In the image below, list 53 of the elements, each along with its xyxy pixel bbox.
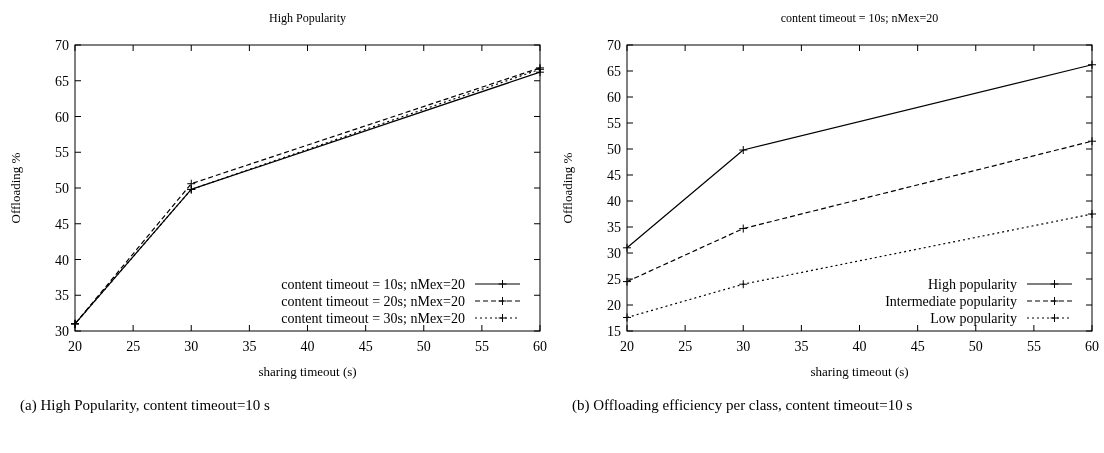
x-tick-label: 35 (794, 339, 809, 354)
legend-label: content timeout = 10s; nMex=20 (281, 277, 465, 292)
y-tick-label: 70 (55, 38, 69, 53)
y-tick-label: 15 (607, 324, 621, 339)
y-tick-label: 50 (607, 142, 621, 157)
y-tick-label: 30 (607, 246, 621, 261)
x-tick-label: 20 (68, 339, 82, 354)
legend-label: content timeout = 20s; nMex=20 (281, 294, 465, 309)
x-tick-label: 50 (416, 339, 431, 354)
legend-label: content timeout = 30s; nMex=20 (281, 311, 465, 326)
x-tick-label: 45 (910, 339, 925, 354)
y-tick-label: 70 (607, 38, 621, 53)
x-axis-title: sharing timeout (s) (810, 364, 909, 379)
y-tick-label: 40 (55, 252, 69, 268)
legend-label: High popularity (927, 277, 1017, 292)
y-tick-label: 20 (607, 298, 621, 313)
x-tick-label: 35 (242, 339, 257, 354)
y-axis-title: Offloading % (560, 152, 575, 224)
x-tick-label: 40 (300, 339, 315, 354)
x-tick-label: 60 (533, 339, 547, 354)
x-axis-title: sharing timeout (s) (258, 364, 357, 379)
x-tick-label: 60 (1085, 339, 1099, 354)
text: (b) Offloading efficiency per class, content timeout=10 s (572, 396, 914, 415)
legend-label: Intermediate popularity (885, 294, 1017, 309)
legend-label: Low popularity (930, 311, 1017, 326)
y-tick-label: 65 (55, 73, 69, 89)
y-axis-title: Offloading % (8, 152, 23, 224)
chart-title: High Popularity (269, 11, 346, 25)
y-tick-label: 45 (607, 168, 621, 183)
x-tick-label: 45 (358, 339, 373, 354)
x-tick-label: 30 (736, 339, 751, 354)
y-tick-label: 35 (55, 288, 69, 304)
x-tick-label: 25 (678, 339, 693, 354)
chart-title: content timeout = 10s; nMex=20 (780, 11, 939, 25)
y-tick-label: 30 (55, 324, 69, 339)
x-tick-label: 25 (126, 339, 141, 354)
y-tick-label: 60 (607, 90, 621, 105)
x-tick-label: 40 (852, 339, 867, 354)
x-tick-label: 55 (474, 339, 489, 354)
y-tick-label: 35 (607, 220, 621, 235)
text: (a) High Popularity, content timeout=10 s (20, 396, 271, 415)
x-tick-label: 50 (968, 339, 983, 354)
y-tick-label: 40 (607, 194, 621, 209)
x-tick-label: 30 (184, 339, 199, 354)
x-tick-label: 55 (1026, 339, 1041, 354)
y-tick-label: 55 (607, 116, 621, 131)
y-tick-label: 45 (55, 216, 69, 232)
y-tick-label: 65 (607, 64, 621, 79)
x-tick-label: 20 (620, 339, 634, 354)
y-tick-label: 55 (55, 145, 69, 161)
y-tick-label: 60 (55, 109, 69, 125)
y-tick-label: 50 (55, 181, 69, 196)
y-tick-label: 25 (607, 272, 621, 287)
